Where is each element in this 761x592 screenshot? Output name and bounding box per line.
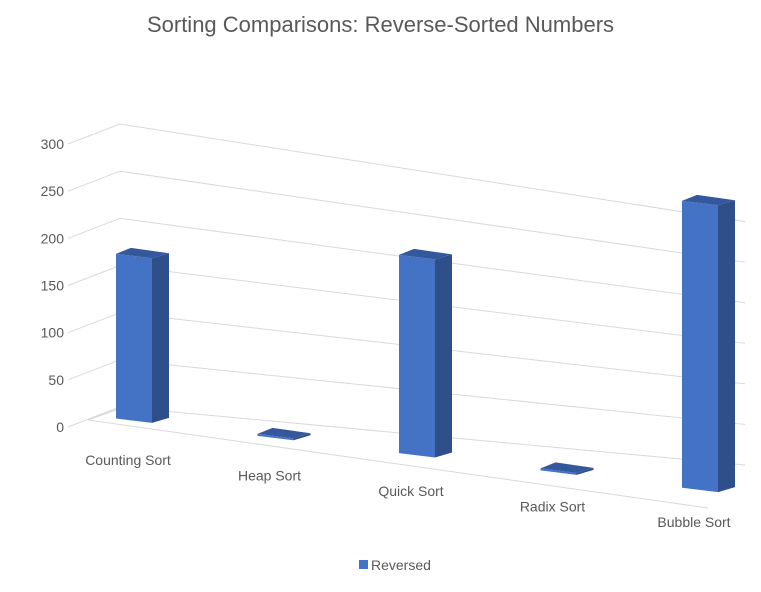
- gridline-side: [67, 312, 121, 334]
- bar-front-face: [682, 200, 718, 493]
- bar-front-face: [399, 254, 435, 458]
- x-axis-categories: Counting Sort Heap Sort Quick Sort Radix So…: [85, 452, 730, 530]
- floor-front-edge: [87, 419, 709, 509]
- bar-top-face: [257, 427, 311, 439]
- bar-top-face: [540, 462, 594, 473]
- x-category-label: Bubble Sort: [657, 514, 730, 530]
- bar-heap-sort: [257, 427, 311, 441]
- bar-side-face: [718, 200, 735, 493]
- legend-swatch-reversed: [359, 560, 368, 569]
- chart-title: Sorting Comparisons: Reverse-Sorted Numb…: [146, 12, 615, 37]
- legend: Reversed: [359, 557, 431, 573]
- y-tick-label: 100: [41, 325, 65, 341]
- x-category-label: Heap Sort: [238, 468, 301, 484]
- bar-front-face: [257, 433, 294, 441]
- y-tick-label: 300: [41, 136, 65, 152]
- x-category-label: Radix Sort: [520, 499, 585, 515]
- bar-side-face: [435, 254, 452, 458]
- bar-top-face: [116, 247, 169, 259]
- gridline: [119, 170, 746, 263]
- bar-front-face: [116, 253, 152, 423]
- y-tick-label: 200: [41, 230, 65, 246]
- bar-side-face: [152, 253, 169, 423]
- gridline: [119, 123, 746, 223]
- bar-quick-sort: [399, 248, 452, 458]
- bar-top-face: [682, 194, 735, 206]
- bar-radix-sort: [540, 462, 594, 475]
- gridline-side: [67, 123, 121, 145]
- gridline-side: [67, 406, 121, 428]
- y-tick-label: 0: [56, 419, 64, 435]
- gridline-side: [67, 170, 121, 192]
- legend-label-reversed: Reversed: [371, 557, 431, 573]
- x-category-label: Quick Sort: [378, 483, 443, 499]
- gridline-side: [67, 265, 121, 286]
- bar-counting-sort: [116, 247, 169, 423]
- bars: [116, 194, 735, 493]
- gridline-side: [67, 359, 121, 381]
- y-tick-label: 50: [48, 372, 64, 388]
- bar-side-face: [576, 467, 594, 475]
- y-tick-label: 150: [41, 278, 65, 294]
- y-tick-label: 250: [41, 183, 65, 199]
- bar-top-face: [399, 248, 452, 260]
- x-category-label: Counting Sort: [85, 452, 171, 468]
- bar-front-face: [540, 468, 577, 475]
- bar-side-face: [293, 433, 311, 441]
- bar-bubble-sort: [682, 194, 735, 493]
- gridline-side: [67, 217, 121, 239]
- y-axis-ticks: 0 50 100 150 200 250 300: [41, 136, 65, 435]
